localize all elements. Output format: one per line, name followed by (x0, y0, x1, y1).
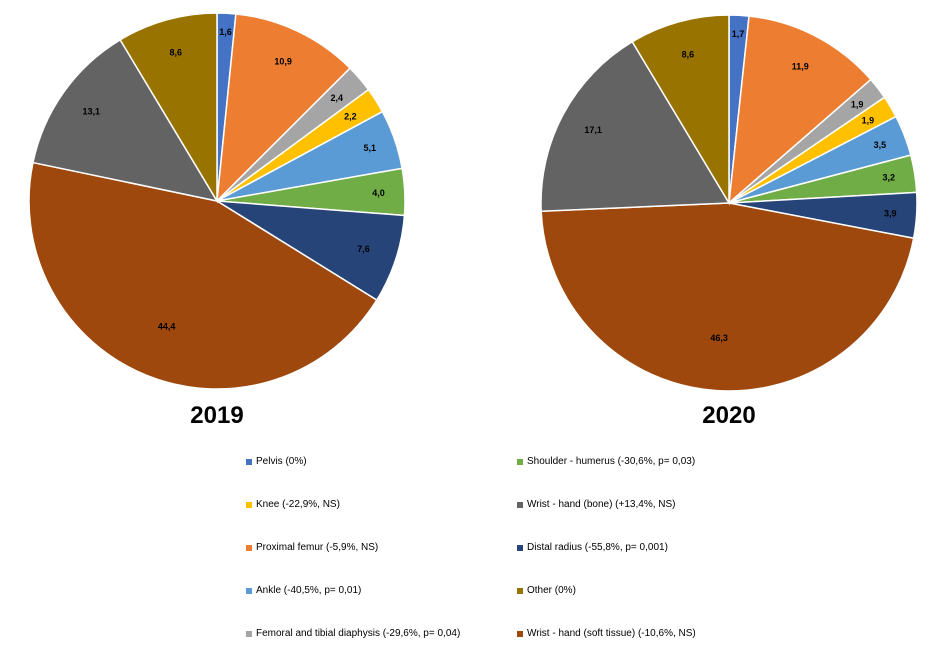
legend-label: Wrist - hand (bone) (+13,4%, NS) (527, 499, 676, 510)
legend-label: Distal radius (-55,8%, p= 0,001) (527, 542, 668, 553)
pie-slice-2020-1 (728, 15, 872, 205)
legend-item: Wrist - hand (soft tissue) (-10,6%, NS) (517, 628, 696, 639)
legend-swatch (517, 630, 523, 637)
legend-item: Other (0%) (517, 585, 576, 596)
legend-item: Ankle (-40,5%, p= 0,01) (246, 585, 361, 596)
pie-slice-label-2019-4: 5,1 (363, 143, 376, 153)
legend-label: Shoulder - humerus (-30,6%, p= 0,03) (527, 456, 696, 467)
pie-slice-label-2019-1: 10,9 (274, 57, 292, 67)
legend-item: Shoulder - humerus (-30,6%, p= 0,03) (517, 456, 695, 467)
pie-slice-label-2020-8: 17,1 (584, 125, 602, 135)
legend-label: Other (0%) (527, 585, 576, 596)
legend: Pelvis (0%) Knee (-22,9%, NS) Proximal fem… (0, 440, 944, 658)
pie-slice-label-2019-8: 13,1 (83, 107, 101, 117)
pie-slice-label-2020-2: 1,9 (851, 99, 864, 109)
legend-swatch (246, 587, 252, 594)
legend-swatch (517, 544, 523, 551)
pie-2019: 1,6 10,9 2,42,2 5,1 4,0 7,6 44,4 13,1 8,6 (28, 12, 406, 390)
legend-swatch (517, 587, 523, 594)
legend-label: Proximal femur (-5,9%, NS) (256, 542, 379, 553)
legend-swatch (517, 501, 523, 508)
pie-slice-2020-9 (631, 14, 730, 206)
pie-slice-label-2019-9: 8,6 (170, 47, 183, 57)
legend-swatch (246, 458, 252, 465)
pie-slice-label-2020-6: 3,9 (884, 209, 897, 219)
pie-slice-label-2020-9: 8,6 (682, 49, 695, 59)
pie-slice-label-2020-4: 3,5 (874, 140, 887, 150)
pie-slice-2020-7 (540, 202, 915, 392)
legend-item: Knee (-22,9%, NS) (246, 499, 340, 510)
chart-title-2019: 2019 (190, 402, 244, 429)
pie-slice-2019-1 (216, 13, 352, 204)
legend-item: Femoral and tibial diaphysis (-29,6%, p=… (246, 628, 460, 639)
legend-label: Femoral and tibial diaphysis (-29,6%, p=… (256, 628, 461, 639)
pie-slice-label-2019-2: 2,4 (331, 93, 344, 103)
pie-slice-label-2019-5: 4,0 (372, 188, 385, 198)
legend-item: Proximal femur (-5,9%, NS) (246, 542, 378, 553)
chart-title-2020: 2020 (702, 402, 756, 429)
legend-label: Knee (-22,9%, NS) (256, 499, 340, 510)
legend-swatch (517, 458, 523, 465)
pie-slice-label-2019-6: 7,6 (357, 244, 370, 254)
pie-2020: 1,7 11,9 1,9 1,9 3,5 3,2 3,9 46,3 17,1 8,6 (540, 14, 918, 392)
pie-slice-label-2019-0: 1,6 (219, 27, 232, 37)
pie-slice-label-2020-3: 1,9 (862, 115, 875, 125)
legend-item: Pelvis (0%) (246, 456, 307, 467)
pie-slice-2020-8 (540, 40, 731, 213)
legend-swatch (246, 630, 252, 637)
pie-slice-2019-9 (119, 12, 218, 204)
pie-slice-2019-8 (32, 38, 219, 203)
legend-item: Distal radius (-55,8%, p= 0,001) (517, 542, 668, 553)
legend-item: Wrist - hand (bone) (+13,4%, NS) (517, 499, 676, 510)
pie-charts: 1,6 10,9 2,42,2 5,1 4,0 7,6 44,4 13,1 8,6 1,7 11,9… (28, 12, 918, 392)
legend-label: Wrist - hand (soft tissue) (-10,6%, NS) (527, 628, 696, 639)
pie-slice-label-2020-7: 46,3 (710, 333, 728, 343)
legend-swatch (246, 501, 252, 508)
pie-slice-label-2020-1: 11,9 (792, 61, 809, 71)
legend-label: Pelvis (0%) (256, 456, 307, 467)
pie-slice-label-2019-7: 44,4 (158, 322, 176, 332)
legend-label: Ankle (-40,5%, p= 0,01) (256, 585, 362, 596)
pie-slice-2019-7 (28, 161, 378, 390)
legend-swatch (246, 544, 252, 551)
pie-slice-label-2020-5: 3,2 (882, 173, 895, 183)
pie-slice-label-2020-0: 1,7 (732, 29, 745, 39)
pie-slice-label-2019-3: 2,2 (344, 112, 357, 122)
